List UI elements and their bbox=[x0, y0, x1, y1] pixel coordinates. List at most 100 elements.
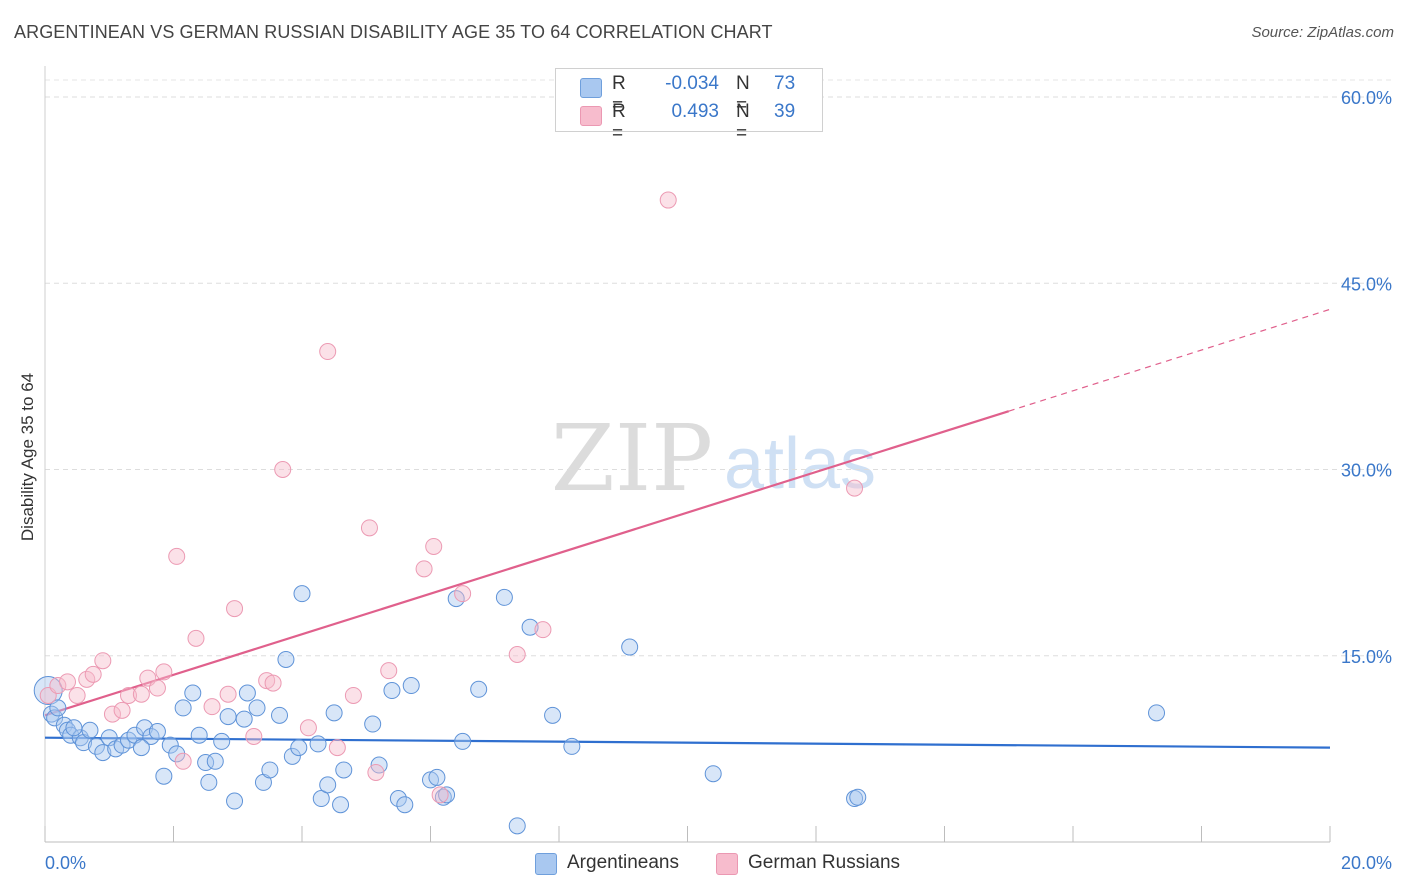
point-german-russian bbox=[319, 343, 337, 361]
point-argentinean bbox=[563, 737, 581, 755]
legend-swatch-icon bbox=[580, 78, 602, 98]
point-german-russian bbox=[226, 600, 244, 618]
point-german-russian bbox=[534, 621, 552, 639]
point-argentinean bbox=[470, 680, 488, 698]
point-argentinean bbox=[226, 792, 244, 810]
x-tick-label: 20.0% bbox=[1341, 853, 1392, 873]
data-points bbox=[33, 191, 1166, 835]
point-german-russian bbox=[659, 191, 677, 209]
point-argentinean bbox=[325, 704, 343, 722]
correlation-legend: R = -0.034 N = 73 R = 0.493 N = 39 bbox=[555, 68, 823, 144]
point-argentinean bbox=[438, 786, 456, 804]
point-german-russian bbox=[58, 673, 76, 691]
point-argentinean bbox=[434, 788, 452, 806]
point-german-russian bbox=[299, 719, 317, 737]
point-german-russian bbox=[68, 686, 86, 704]
x-tick-label: 0.0% bbox=[45, 853, 86, 873]
point-argentinean bbox=[277, 650, 295, 668]
point-german-russian bbox=[174, 752, 192, 770]
watermark-atlas: atlas bbox=[724, 424, 876, 504]
point-argentinean bbox=[261, 761, 279, 779]
point-argentinean bbox=[271, 706, 289, 724]
point-german-russian bbox=[155, 663, 173, 681]
point-argentinean bbox=[174, 699, 192, 717]
series-swatch-icon bbox=[716, 853, 738, 875]
point-german-russian bbox=[49, 677, 67, 695]
source-label: Source: ZipAtlas.com bbox=[1251, 24, 1394, 41]
point-argentinean bbox=[190, 726, 208, 744]
point-argentinean bbox=[396, 796, 414, 814]
point-german-russian bbox=[425, 537, 443, 555]
point-argentinean bbox=[389, 790, 407, 808]
legend-n-value: 39 bbox=[774, 101, 796, 122]
point-german-russian bbox=[103, 705, 121, 723]
series-legend-label: Argentineans bbox=[567, 852, 679, 873]
point-german-russian bbox=[454, 585, 472, 603]
watermark: ZIP atlas bbox=[551, 405, 876, 512]
point-argentinean bbox=[94, 744, 112, 762]
point-argentinean bbox=[213, 732, 231, 750]
point-argentinean bbox=[87, 737, 105, 755]
legend-r-label: R = bbox=[612, 73, 626, 116]
series-legend: Argentineans German Russians bbox=[0, 852, 1406, 878]
legend-n-label: N = bbox=[736, 101, 750, 144]
point-argentinean bbox=[248, 699, 266, 717]
point-argentinean bbox=[293, 585, 311, 603]
point-argentinean bbox=[238, 684, 256, 702]
y-tick-label: 30.0% bbox=[1341, 461, 1392, 481]
trend-lines bbox=[44, 308, 1331, 749]
point-argentinean bbox=[290, 739, 308, 757]
point-argentinean bbox=[335, 761, 353, 779]
point-argentinean bbox=[849, 788, 867, 806]
point-german-russian bbox=[187, 629, 205, 647]
point-german-russian bbox=[94, 652, 112, 670]
point-german-russian bbox=[113, 701, 131, 719]
legend-n-value: 73 bbox=[774, 73, 796, 94]
point-argentinean bbox=[155, 767, 173, 785]
point-argentinean bbox=[508, 817, 526, 835]
point-argentinean bbox=[65, 719, 83, 737]
y-tick-label: 15.0% bbox=[1341, 647, 1392, 667]
point-argentinean bbox=[704, 765, 722, 783]
point-argentinean bbox=[1148, 704, 1166, 722]
point-german-russian bbox=[148, 679, 166, 697]
point-argentinean bbox=[148, 722, 166, 740]
point-german-russian bbox=[84, 665, 102, 683]
point-german-russian bbox=[846, 479, 864, 497]
axes bbox=[44, 66, 1331, 843]
point-argentinean bbox=[33, 676, 63, 706]
point-argentinean bbox=[309, 735, 327, 753]
point-argentinean bbox=[132, 739, 150, 757]
point-german-russian bbox=[168, 547, 186, 565]
series-legend-label: German Russians bbox=[748, 852, 901, 873]
point-argentinean bbox=[332, 796, 350, 814]
point-argentinean bbox=[312, 790, 330, 808]
legend-n-label: N = bbox=[736, 73, 750, 116]
point-german-russian bbox=[380, 662, 398, 680]
point-argentinean bbox=[544, 706, 562, 724]
point-german-russian bbox=[203, 698, 221, 716]
chart-title: ARGENTINEAN VS GERMAN RUSSIAN DISABILITY… bbox=[14, 22, 773, 42]
point-argentinean bbox=[219, 708, 237, 726]
point-german-russian bbox=[415, 560, 433, 578]
point-german-russian bbox=[431, 786, 449, 804]
point-argentinean bbox=[55, 716, 73, 734]
point-german-russian bbox=[360, 519, 378, 537]
trend-extension-german-russians bbox=[1008, 308, 1331, 412]
point-argentinean bbox=[402, 677, 420, 695]
point-argentinean bbox=[184, 684, 202, 702]
legend-r-value: 0.493 bbox=[671, 101, 719, 122]
point-argentinean bbox=[49, 699, 67, 717]
watermark-zip: ZIP bbox=[551, 405, 713, 512]
legend-r-value: -0.034 bbox=[665, 73, 719, 94]
point-argentinean bbox=[521, 618, 539, 636]
point-argentinean bbox=[206, 752, 224, 770]
point-german-russian bbox=[132, 685, 150, 703]
y-tick-label: 60.0% bbox=[1341, 88, 1392, 108]
point-argentinean bbox=[161, 736, 179, 754]
y-tick-label: 45.0% bbox=[1341, 274, 1392, 294]
point-german-russian bbox=[274, 461, 292, 478]
point-german-russian bbox=[508, 646, 526, 664]
point-german-russian bbox=[367, 763, 385, 781]
